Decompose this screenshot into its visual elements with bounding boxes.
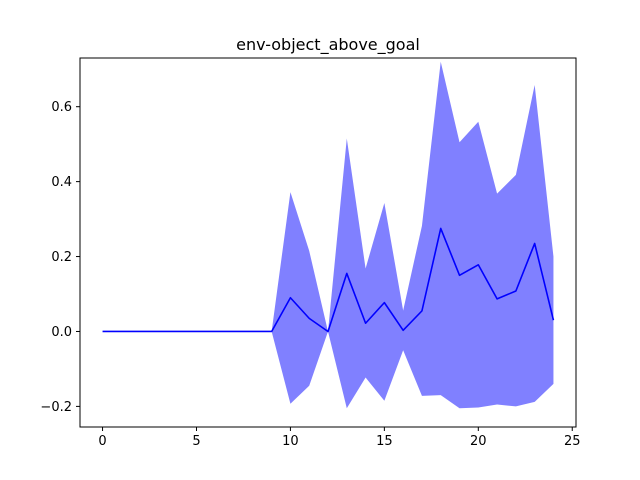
y-tick-label: 0.0 xyxy=(51,325,72,340)
x-tick-label: 20 xyxy=(470,434,487,449)
x-tick-label: 10 xyxy=(282,434,299,449)
x-tick-label: 0 xyxy=(98,434,106,449)
x-tick-label: 15 xyxy=(376,434,393,449)
y-tick-label: −0.2 xyxy=(40,400,72,415)
plot-area: 0 5 10 15 20 25 −0.2 0.0 0.2 0.4 0.6 xyxy=(40,57,581,449)
series-line-0 xyxy=(102,227,555,333)
y-tick-label: 0.2 xyxy=(51,250,72,265)
axes-frame xyxy=(79,57,577,428)
x-tick-label: 25 xyxy=(564,434,581,449)
confidence-band-0 xyxy=(102,61,554,409)
x-tick-label: 5 xyxy=(192,434,200,449)
chart-title: env-object_above_goal xyxy=(236,35,420,55)
y-tick-label: 0.4 xyxy=(51,175,72,190)
y-tick-label: 0.6 xyxy=(51,100,72,115)
